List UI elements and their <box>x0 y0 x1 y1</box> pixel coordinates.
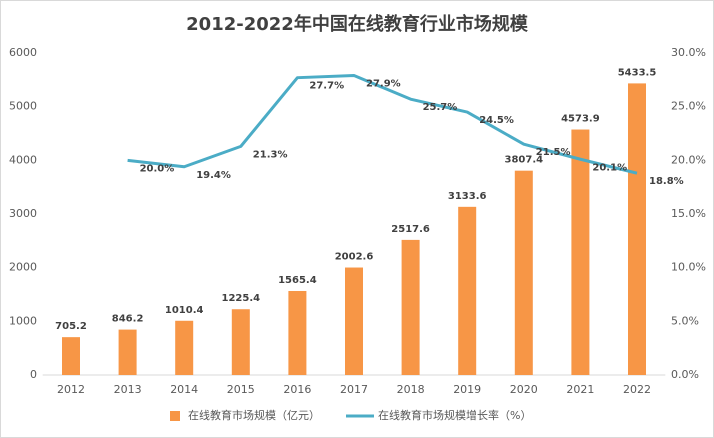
y2-tick-label: 0.0% <box>671 368 699 381</box>
y2-tick-label: 25.0% <box>671 100 706 113</box>
y-tick-label: 2000 <box>9 261 37 274</box>
x-tick-label: 2017 <box>340 383 368 396</box>
y2-tick-label: 20.0% <box>671 153 706 166</box>
line-value-label: 21.5% <box>536 147 571 158</box>
bar <box>628 83 646 376</box>
x-tick-label: 2020 <box>510 383 538 396</box>
line <box>127 74 638 175</box>
y-tick-label: 3000 <box>9 207 37 220</box>
bar-value-label: 5433.5 <box>618 67 657 78</box>
bar <box>514 170 533 375</box>
bar-value-label: 3133.6 <box>448 191 487 202</box>
bar <box>458 206 477 375</box>
x-tick-label: 2022 <box>623 383 651 396</box>
y-tick-label: 5000 <box>9 100 37 113</box>
bar-value-label: 1225.4 <box>222 293 261 304</box>
x-tick-label: 2012 <box>57 383 85 396</box>
y-tick-label: 4000 <box>9 153 37 166</box>
legend-label: 在线教育市场规模（亿元） <box>188 408 320 422</box>
x-tick-label: 2016 <box>283 383 311 396</box>
x-tick-label: 2013 <box>114 383 142 396</box>
bar <box>118 329 137 375</box>
x-tick-label: 2015 <box>227 383 255 396</box>
y-tick-label: 0 <box>30 368 37 381</box>
y2-tick-label: 15.0% <box>671 207 706 220</box>
line-value-label: 24.5% <box>479 115 514 126</box>
bar <box>571 129 590 375</box>
legend-label: 在线教育市场规模增长率（%） <box>378 408 531 422</box>
y2-tick-label: 10.0% <box>671 261 706 274</box>
bar-value-label: 2002.6 <box>335 252 374 263</box>
line-value-label: 27.7% <box>309 81 344 92</box>
y-tick-label: 6000 <box>9 46 37 59</box>
x-tick-label: 2018 <box>397 383 425 396</box>
line-value-label: 27.9% <box>366 79 401 90</box>
line-value-label: 25.7% <box>423 102 458 113</box>
y-tick-label: 1000 <box>9 314 37 327</box>
line-value-label: 21.3% <box>253 149 288 160</box>
bar-value-label: 3807.4 <box>505 155 544 166</box>
x-tick-label: 2014 <box>170 383 198 396</box>
bar-value-label: 705.2 <box>55 321 87 332</box>
bar <box>288 290 307 375</box>
bar-value-label: 846.2 <box>112 314 144 325</box>
x-tick-label: 2019 <box>453 383 481 396</box>
bar <box>401 239 420 375</box>
chart-title: 2012-2022年中国在线教育行业市场规模 <box>186 13 529 35</box>
line-value-label: 19.4% <box>196 170 231 181</box>
bar-value-label: 1010.4 <box>165 305 204 316</box>
legend-swatch <box>170 411 180 421</box>
line-value-label: 20.0% <box>140 163 175 174</box>
line-value-label: 20.1% <box>592 162 627 173</box>
bar <box>62 337 80 375</box>
bar-value-label: 1565.4 <box>278 275 317 286</box>
bar-value-label: 2517.6 <box>391 224 430 235</box>
line-value-label: 18.8% <box>649 176 684 187</box>
y2-tick-label: 5.0% <box>671 314 699 327</box>
y2-tick-label: 30.0% <box>671 46 706 59</box>
bar-value-label: 4573.9 <box>561 114 600 125</box>
bar <box>175 320 194 375</box>
bar <box>231 309 250 375</box>
x-tick-label: 2021 <box>566 383 594 396</box>
bar <box>345 267 363 375</box>
